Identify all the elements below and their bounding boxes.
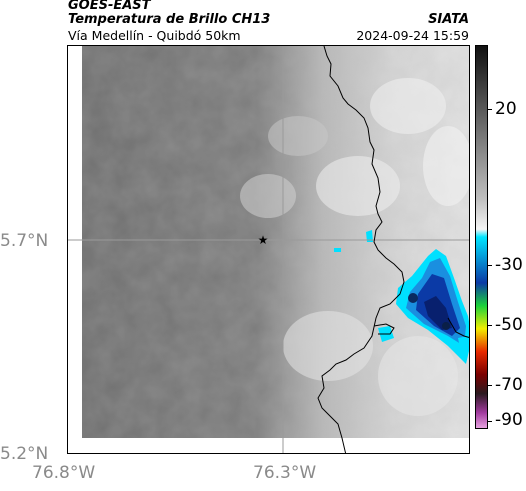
- river-line: [447, 317, 469, 338]
- lon-tick-label: 76.8°W: [32, 463, 96, 483]
- lat-tick-label: 5.7°N: [0, 231, 49, 251]
- star-icon: ★: [258, 233, 269, 247]
- timestamp: 2024-09-24 15:59: [356, 28, 469, 43]
- brightness-temperature-map[interactable]: ★: [67, 45, 470, 454]
- colorbar-tick: [488, 421, 492, 422]
- lat-tick-label: 5.2°N: [0, 444, 49, 464]
- colorbar: [475, 45, 488, 429]
- organization-label: SIATA: [428, 12, 469, 27]
- colorbar-label: -90: [495, 410, 523, 430]
- colorbar-label: -70: [495, 375, 523, 395]
- colorbar-tick: [488, 385, 492, 386]
- colorbar-label: 20: [495, 99, 517, 119]
- bright-cloud-patches: [240, 78, 469, 416]
- colorbar-label: -50: [495, 315, 523, 335]
- colorbar-tick: [488, 325, 492, 326]
- map-canvas: ★: [68, 46, 469, 453]
- satellite-title: GOES-EAST: [68, 0, 151, 13]
- colorbar-tick: [488, 109, 492, 110]
- coastline-inlet: [373, 323, 395, 335]
- coastline: [317, 46, 405, 453]
- region-subtitle: Vía Medellín - Quibdó 50km: [68, 28, 241, 43]
- product-title: Temperatura de Brillo CH13: [68, 12, 271, 27]
- colorbar-label: -30: [495, 255, 523, 275]
- lon-tick-label: 76.3°W: [253, 463, 317, 483]
- colorbar-tick: [488, 265, 492, 266]
